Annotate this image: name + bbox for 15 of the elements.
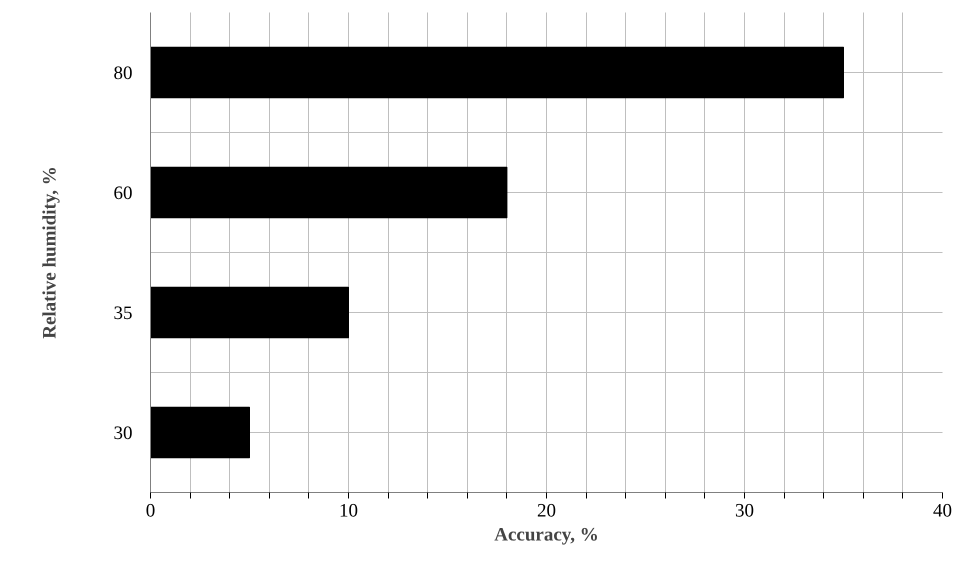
x-tick-label: 0 bbox=[146, 500, 156, 522]
y-axis-title: Relative humidity, % bbox=[40, 166, 60, 339]
y-tick-label: 30 bbox=[114, 423, 132, 444]
x-axis-title: Accuracy, % bbox=[494, 524, 599, 546]
x-tick-label: 20 bbox=[537, 500, 556, 522]
bar bbox=[150, 406, 250, 458]
y-tick-label: 35 bbox=[114, 303, 132, 324]
bar bbox=[150, 46, 844, 98]
bar bbox=[150, 166, 508, 218]
bar bbox=[150, 286, 349, 338]
x-tick-label: 30 bbox=[735, 500, 754, 522]
y-tick-label: 80 bbox=[114, 63, 132, 84]
y-tick-label: 60 bbox=[114, 183, 132, 204]
x-tick-label: 40 bbox=[933, 500, 952, 522]
x-tick-label: 10 bbox=[339, 500, 358, 522]
